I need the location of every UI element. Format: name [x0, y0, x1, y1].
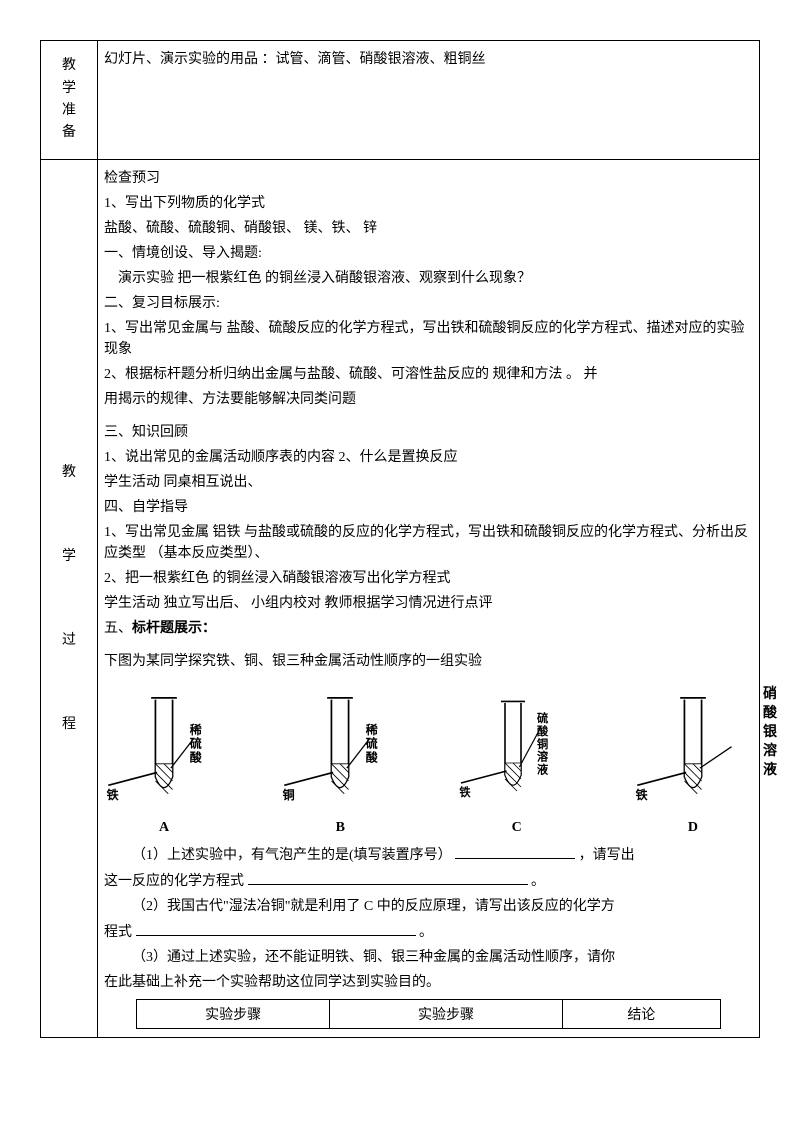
metal-a: 铁	[107, 787, 119, 802]
s2-2a: 2、根据标杆题分析归纳出金属与盐酸、硫酸、可溶性盐反应的 规律和方法 。 并	[104, 364, 753, 385]
sub-c1: 实验步骤	[137, 1000, 329, 1029]
blank-1[interactable]	[455, 844, 575, 859]
row-process: 教 学 过 程 检查预习 1、写出下列物质的化学式 盐酸、硫酸、硫酸铜、硝酸银、…	[41, 160, 760, 1038]
s2-title: 二、复习目标展示:	[104, 293, 753, 314]
q1-line2: 这一反应的化学方程式 。	[104, 870, 753, 892]
svg-text:稀: 稀	[190, 722, 202, 737]
char: 学	[47, 515, 91, 599]
tube-c-svg: 铁 硫 酸 铜 溶 液	[457, 686, 577, 816]
svg-text:溶: 溶	[537, 750, 549, 764]
q1: （1）上述实验中，有气泡产生的是(填写装置序号） ，请写出	[104, 844, 753, 866]
row-preparation: 教 学 准 备 幻灯片、演示实验的用品 ：试管、滴管、硝酸银溶液、粗铜丝	[41, 41, 760, 160]
prep-text: 幻灯片、演示实验的用品 ：试管、滴管、硝酸银溶液、粗铜丝	[104, 49, 753, 70]
q2-line2: 程式 。	[104, 921, 753, 943]
blank-2[interactable]	[248, 870, 528, 885]
svg-text:酸: 酸	[190, 749, 203, 764]
q1a: （1）上述实验中，有气泡产生的是(填写装置序号）	[132, 848, 452, 863]
svg-text:酸: 酸	[537, 724, 549, 738]
label-b: B	[336, 820, 345, 836]
s4-title: 四、自学指导	[104, 497, 753, 518]
q3b: 在此基础上补充一个实验帮助这位同学达到实验目的。	[104, 972, 753, 993]
sub-table: 实验步骤 实验步骤 结论	[136, 999, 720, 1029]
s4-1: 1、写出常见金属 铝铁 与盐酸或硫酸的反应的化学方程式，写出铁和硫酸铜反应的化学…	[104, 522, 753, 564]
metal-c: 铁	[459, 785, 471, 799]
tube-b-svg: 铜 稀 硫 酸	[280, 686, 400, 816]
s5-title-bold: 标杆题展示：	[132, 621, 216, 636]
content-preparation: 幻灯片、演示实验的用品 ：试管、滴管、硝酸银溶液、粗铜丝	[98, 41, 760, 160]
s5-title-pre: 五、	[104, 621, 132, 636]
metal-d: 铁	[636, 787, 648, 802]
tube-d: 铁 D	[633, 686, 753, 836]
char: 准	[47, 100, 91, 122]
tube-b: 铜 稀 硫 酸 B	[280, 686, 400, 836]
tube-a-svg: 铁 稀 硫 酸	[104, 686, 224, 816]
q3a: （3）通过上述实验，还不能证明铁、铜、银三种金属的金属活动性顺序，请你	[104, 947, 753, 968]
s5-title: 五、标杆题展示：	[104, 618, 753, 639]
label-c: C	[512, 820, 522, 836]
label-preparation: 教 学 准 备	[41, 41, 98, 160]
sub-header-row: 实验步骤 实验步骤 结论	[137, 1000, 720, 1029]
char: 教	[47, 431, 91, 515]
s3-act: 学生活动 同桌相互说出、	[104, 472, 753, 493]
s1-body: 演示实验 把一根紫红色 的铜丝浸入硝酸银溶液、观察到什么现象？	[104, 268, 753, 289]
tube-d-svg: 铁	[633, 686, 753, 816]
char: 备	[47, 122, 91, 144]
s4-act: 学生活动 独立写出后、 小组内校对 教师根据学习情况进行点评	[104, 593, 753, 614]
s1-title: 一、情境创设、导入揭题:	[104, 243, 753, 264]
metal-b: 铜	[283, 787, 295, 802]
q2b: 程式	[104, 925, 132, 940]
preview-title: 检查预习	[104, 168, 753, 189]
s4-2: 2、把一根紫红色 的铜丝浸入硝酸银溶液写出化学方程式	[104, 568, 753, 589]
tube-c: 铁 硫 酸 铜 溶 液 C	[457, 686, 577, 836]
s2-1: 1、写出常见金属与 盐酸、硫酸反应的化学方程式，写出铁和硫酸铜反应的化学方程式、…	[104, 318, 753, 360]
char: 教	[47, 55, 91, 77]
label-d: D	[688, 820, 698, 836]
char: 学	[47, 78, 91, 100]
sub-c3: 结论	[563, 1000, 720, 1029]
char: 程	[47, 683, 91, 767]
svg-text:酸: 酸	[366, 749, 379, 764]
s3-1: 1、说出常见的金属活动顺序表的内容 2、什么是置换反应	[104, 447, 753, 468]
page-root: 教 学 准 备 幻灯片、演示实验的用品 ：试管、滴管、硝酸银溶液、粗铜丝 教 学…	[40, 0, 760, 1078]
svg-text:硫: 硫	[537, 711, 548, 725]
svg-text:硫: 硫	[366, 736, 378, 751]
svg-text:铜: 铜	[536, 737, 548, 751]
lesson-table: 教 学 准 备 幻灯片、演示实验的用品 ：试管、滴管、硝酸银溶液、粗铜丝 教 学…	[40, 40, 760, 1038]
char: 过	[47, 599, 91, 683]
svg-text:硫: 硫	[190, 736, 202, 751]
svg-text:液: 液	[537, 762, 549, 776]
label-a: A	[159, 820, 169, 836]
q1b: ，请写出	[579, 848, 635, 863]
q1c: 这一反应的化学方程式	[104, 874, 244, 889]
sub-c2: 实验步骤	[329, 1000, 562, 1029]
p1: 1、写出下列物质的化学式	[104, 193, 753, 214]
s2-2b: 用揭示的规律、方法要能够解决同类问题	[104, 389, 753, 410]
label-process: 教 学 过 程	[41, 160, 98, 1038]
blank-3[interactable]	[136, 921, 416, 936]
p1b: 盐酸、硫酸、硫酸铜、硝酸银、 镁、铁、 锌	[104, 218, 753, 239]
content-process: 检查预习 1、写出下列物质的化学式 盐酸、硫酸、硫酸铜、硝酸银、 镁、铁、 锌 …	[98, 160, 760, 1038]
s3-title: 三、知识回顾	[104, 422, 753, 443]
s5-intro: 下图为某同学探究铁、铜、银三种金属活动性顺序的一组实验	[104, 651, 753, 672]
svg-text:稀: 稀	[366, 722, 378, 737]
tubes-row: 铁 稀 硫 酸 A	[104, 686, 753, 836]
tube-a: 铁 稀 硫 酸 A	[104, 686, 224, 836]
q2a: （2）我国古代"湿法冶铜"就是利用了 C 中的反应原理，请写出该反应的化学方	[104, 896, 753, 917]
q1d: 。	[531, 874, 545, 889]
q2c: 。	[419, 925, 433, 940]
side-solution: 硝酸银溶液	[763, 686, 777, 780]
